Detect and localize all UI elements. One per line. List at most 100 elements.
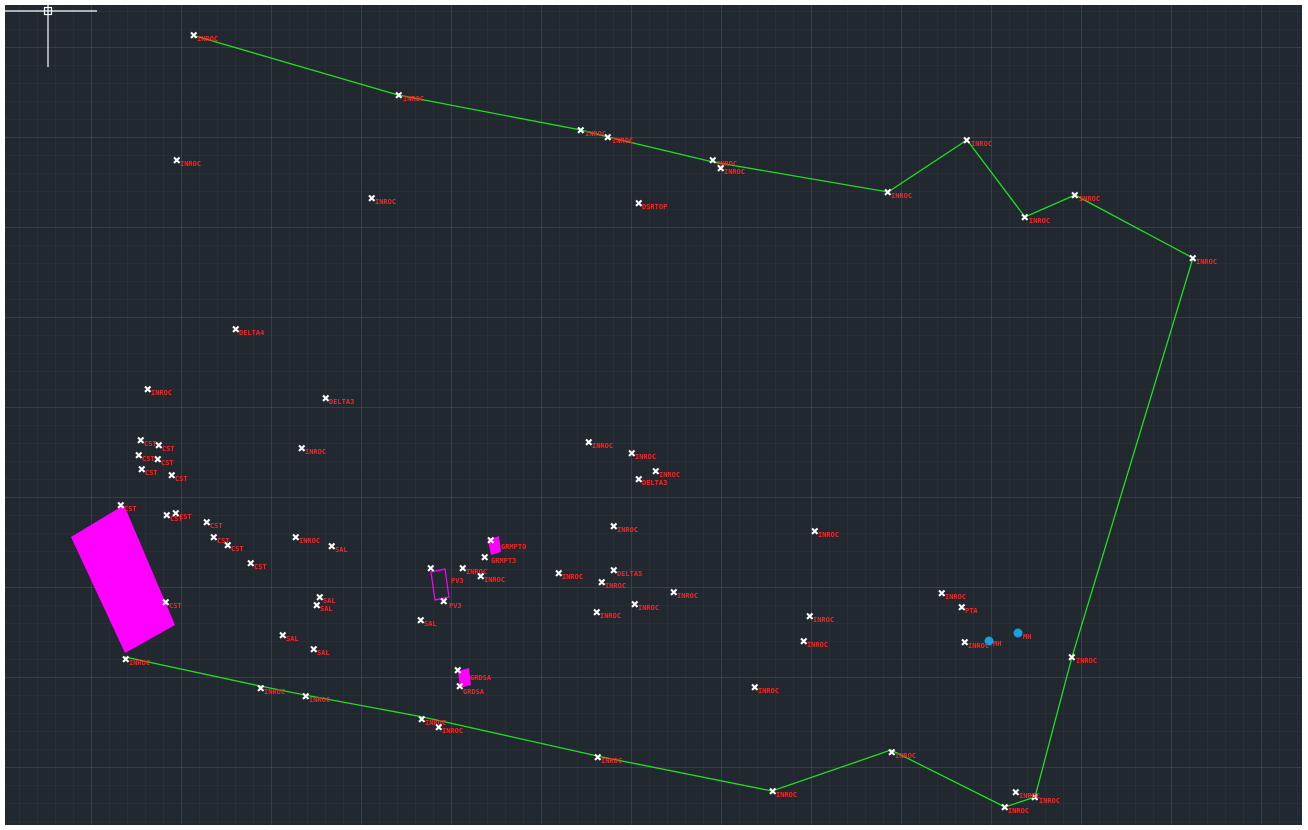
survey-point[interactable]: × DELTA4 — [231, 324, 264, 337]
survey-point[interactable]: × SAL — [312, 600, 333, 613]
survey-point[interactable]: × INROC — [476, 571, 505, 584]
survey-point[interactable]: × INROC — [750, 682, 779, 695]
survey-point[interactable]: × INROC — [1070, 190, 1100, 203]
survey-point[interactable]: × INROC — [121, 654, 150, 667]
survey-point[interactable]: × INROC — [584, 437, 613, 450]
survey-point[interactable]: × INROC — [593, 752, 622, 765]
survey-point[interactable]: × CST — [153, 454, 174, 467]
drawing-viewport[interactable]: × INROC × INROC × INROC × INROC × INROC × INRO… — [5, 5, 1302, 825]
point-label: INROC — [1029, 217, 1050, 225]
survey-point[interactable]: ×GRDSA — [455, 681, 485, 696]
survey-point[interactable]: × GRMPT3 — [480, 552, 516, 565]
svg-text:×: × — [884, 188, 892, 198]
survey-point[interactable]: × INROC — [651, 466, 680, 479]
survey-point[interactable]: × INROC — [172, 155, 201, 168]
survey-point[interactable]: × INROC — [367, 193, 396, 206]
survey-point[interactable]: × INROC — [1011, 787, 1040, 800]
survey-point[interactable]: × CST — [223, 540, 244, 553]
survey-point[interactable]: × CST — [161, 597, 182, 610]
survey-point[interactable]: × INROC — [592, 607, 621, 620]
survey-point[interactable]: × INROC — [417, 714, 446, 727]
survey-point[interactable]: ×GRDSA — [453, 665, 492, 682]
survey-point[interactable]: × GRMPTO — [486, 535, 526, 551]
point-label: INROC — [425, 719, 446, 727]
survey-point[interactable]: × INROC — [597, 577, 626, 590]
point-label: INROC — [305, 448, 326, 456]
survey-point[interactable]: ×PV3 — [426, 563, 464, 585]
survey-point[interactable]: × INROC — [708, 155, 737, 168]
survey-point[interactable]: × INROC — [768, 786, 797, 799]
survey-point[interactable]: × INROC — [143, 384, 172, 397]
survey-point[interactable]: × INROC — [1020, 212, 1050, 225]
survey-point[interactable]: × INROC — [883, 187, 912, 200]
major-grid — [5, 5, 1302, 825]
svg-text:×: × — [477, 572, 485, 582]
survey-point[interactable]: × CST — [167, 470, 188, 483]
survey-point[interactable]: × INROC — [1030, 792, 1060, 805]
survey-point[interactable]: × INROC — [603, 132, 633, 145]
survey-point[interactable]: × CST — [162, 510, 183, 523]
cad-drawing[interactable]: × INROC × INROC × INROC × INROC × INROC × INRO… — [5, 5, 1302, 825]
survey-points[interactable]: × INROC × INROC × INROC × INROC × INROC × INRO… — [116, 30, 1217, 815]
survey-point[interactable]: × CST — [209, 532, 230, 545]
survey-point[interactable]: × INROC — [810, 526, 839, 539]
survey-point[interactable]: × CST — [134, 450, 155, 463]
survey-point[interactable]: × INROC — [1188, 253, 1217, 266]
survey-point[interactable]: × INROC — [716, 163, 745, 176]
survey-point[interactable]: ×PV3 — [439, 596, 462, 610]
survey-point[interactable]: × INROC — [669, 587, 698, 600]
survey-point[interactable]: × SAL — [309, 644, 330, 657]
survey-point[interactable]: × INROC — [627, 448, 656, 461]
point-label: INROC — [592, 442, 613, 450]
survey-point[interactable]: × INROC — [297, 443, 326, 456]
survey-point[interactable]: × DELTA3 — [634, 474, 667, 487]
survey-point[interactable]: × CST — [116, 500, 137, 513]
point-label: INROC — [600, 612, 621, 620]
survey-point[interactable]: × INROC — [256, 683, 285, 696]
survey-point[interactable]: × SAL — [315, 592, 336, 605]
survey-point[interactable]: × CST — [154, 440, 175, 453]
survey-point[interactable]: × SAL — [416, 615, 437, 628]
survey-point[interactable]: × INROC — [291, 532, 320, 545]
magenta-hatch-rectangle[interactable] — [71, 505, 175, 653]
survey-point[interactable]: × INROC — [805, 611, 834, 624]
survey-point[interactable]: × INROC — [458, 563, 487, 576]
survey-point[interactable]: × DELTA3 — [321, 393, 354, 406]
survey-point[interactable]: × INROC — [609, 521, 638, 534]
survey-point[interactable]: × INROC — [394, 90, 424, 103]
survey-point[interactable]: × INROC — [301, 691, 330, 704]
survey-point[interactable]: × DSRTOP — [634, 198, 667, 211]
survey-point[interactable]: × INROC — [630, 599, 659, 612]
survey-point[interactable]: × INROC — [576, 125, 606, 138]
survey-point[interactable]: × CST — [171, 508, 192, 521]
point-label: INROC — [716, 160, 737, 168]
svg-text:×: × — [456, 682, 464, 692]
svg-text:×: × — [800, 637, 808, 647]
survey-point[interactable]: × INROC — [962, 135, 992, 148]
survey-point[interactable]: × CST — [137, 464, 158, 477]
svg-text:×: × — [593, 608, 601, 618]
survey-point[interactable]: × PTA — [957, 602, 978, 615]
survey-point[interactable]: × SAL — [278, 630, 299, 643]
survey-point[interactable]: × INROC — [960, 637, 989, 650]
survey-point[interactable]: × INROC — [937, 588, 966, 601]
survey-point[interactable]: × INROC — [434, 722, 463, 735]
point-label: CST — [179, 513, 192, 521]
point-label: DELTA3 — [642, 479, 667, 487]
survey-point[interactable]: MH — [1023, 633, 1031, 641]
svg-text:×: × — [604, 133, 612, 143]
survey-point[interactable]: × INROC — [189, 30, 218, 43]
survey-point[interactable]: × INROC — [799, 636, 828, 649]
survey-point[interactable]: × DELTA5 — [609, 565, 642, 578]
survey-point[interactable]: × SAL — [327, 541, 348, 554]
survey-point[interactable]: × INROC — [1000, 802, 1029, 815]
point-label: INROC — [601, 757, 622, 765]
survey-point[interactable]: × CST — [136, 435, 157, 448]
survey-point[interactable]: × INROC — [554, 568, 583, 581]
site-boundary-polyline[interactable] — [124, 34, 1194, 808]
survey-point[interactable]: × CST — [246, 558, 267, 571]
survey-point[interactable]: MH — [993, 640, 1001, 648]
survey-point[interactable]: × INROC — [1067, 652, 1097, 665]
survey-point[interactable]: × INROC — [887, 747, 916, 760]
survey-point[interactable]: × CST — [202, 517, 223, 530]
